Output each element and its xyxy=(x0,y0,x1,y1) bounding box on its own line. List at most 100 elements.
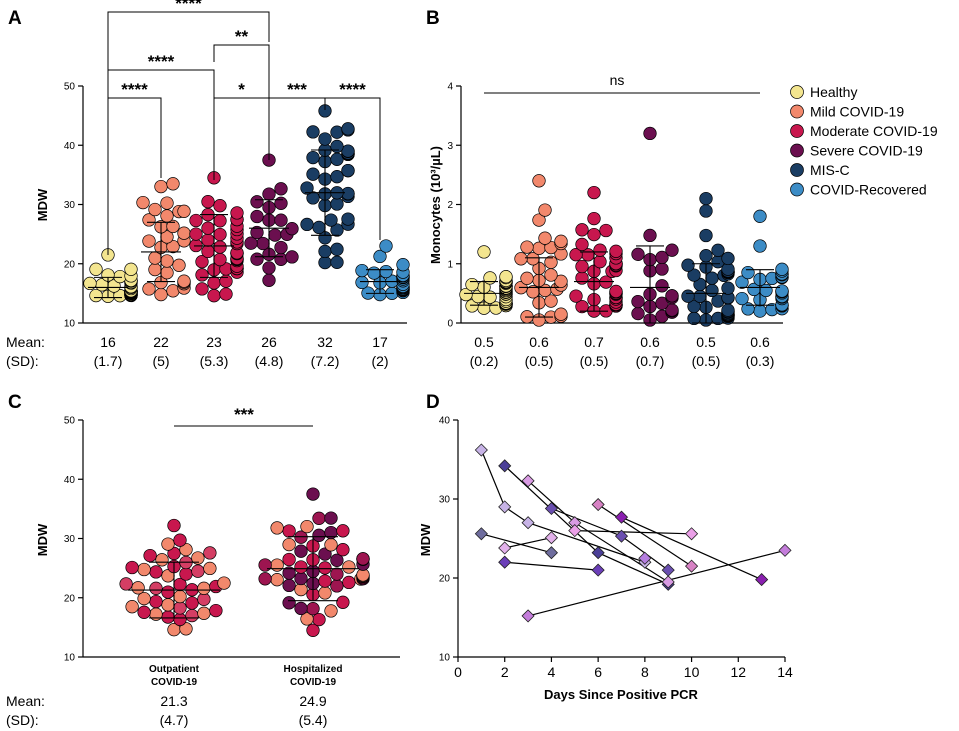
panel-c-point xyxy=(282,566,296,580)
panel-c-point xyxy=(217,576,231,590)
panel-b-point xyxy=(465,299,479,313)
panel-b-point xyxy=(753,304,767,318)
panel-b-ylabel: Monocytes (10³/µL) xyxy=(428,146,443,264)
panel-c-y-tick-label: 30 xyxy=(64,534,76,545)
panel-d-point xyxy=(521,609,535,623)
panel-b-point xyxy=(575,259,589,274)
panel-b-point xyxy=(753,209,767,223)
panel-d-series-line xyxy=(481,533,552,554)
panel-b-point xyxy=(599,223,613,238)
panel-d-ylabel: MDW xyxy=(418,523,433,556)
panel-b-point xyxy=(759,283,773,298)
panel-a-ylabel: MDW xyxy=(35,188,50,221)
panel-b-point xyxy=(499,270,513,284)
panel-b-point xyxy=(569,289,583,303)
panel-c-point xyxy=(270,521,284,535)
panel-b-point xyxy=(681,289,695,303)
panel-d-series-line xyxy=(504,537,552,549)
panel-a-point xyxy=(142,213,156,227)
panel-d-point xyxy=(498,555,512,569)
panel-a-point xyxy=(230,206,244,220)
panel-d-point xyxy=(498,541,512,555)
panel-d-xlabel: Days Since Positive PCR xyxy=(544,687,699,702)
panel-b-point xyxy=(554,274,568,288)
panel-a-point xyxy=(306,191,320,205)
panel-c-sd-label: (SD): xyxy=(6,712,39,728)
panel-d-point xyxy=(474,527,488,541)
panel-d-series-line xyxy=(597,503,692,567)
panel-a-point xyxy=(330,255,344,269)
panel-c-point xyxy=(143,548,157,563)
panel-c-mean-value: 24.9 xyxy=(299,693,326,709)
panel-c-point xyxy=(203,546,217,560)
panel-d-point xyxy=(521,516,535,530)
panel-b-point xyxy=(721,281,735,295)
panel-b-point xyxy=(599,275,613,289)
panel-c-point xyxy=(161,585,175,599)
panel-b-point xyxy=(593,255,607,269)
panel-c-category-label: Outpatient xyxy=(149,664,200,675)
panel-c-point xyxy=(191,551,205,565)
panel-c-point xyxy=(185,596,199,610)
panel-d-point xyxy=(614,510,629,524)
panel-d-point xyxy=(544,531,558,545)
panel-a-sd-value: (7.2) xyxy=(311,353,340,369)
panel-c-point xyxy=(312,511,326,525)
panel-b-point xyxy=(465,277,479,292)
panel-a-point xyxy=(207,289,221,303)
panel-b-mean-value: 0.5 xyxy=(696,334,716,350)
panel-b-point xyxy=(655,262,669,276)
panel-a-point xyxy=(300,217,314,232)
panel-b-ns-label: ns xyxy=(610,72,625,88)
panel-a-point xyxy=(166,239,180,254)
panel-d-y-tick-label: 10 xyxy=(439,653,451,664)
panel-d-point xyxy=(498,459,512,473)
panel-b-point xyxy=(693,289,707,303)
panel-d-point xyxy=(474,443,488,457)
panel-b-sd-value: (0.3) xyxy=(746,353,775,369)
panel-b-point xyxy=(775,262,789,276)
panel-a-point xyxy=(306,150,320,165)
panel-a-point xyxy=(379,239,393,253)
panel-a-point xyxy=(142,282,156,296)
panel-b-point xyxy=(575,299,589,314)
panel-d-y-tick-label: 40 xyxy=(439,416,451,427)
panel-a-mean-value: 32 xyxy=(317,334,333,350)
panel-a-point xyxy=(166,284,180,298)
panel-b-point xyxy=(544,294,558,308)
panel-c-point xyxy=(294,571,308,586)
panel-c-significance: *** xyxy=(234,405,254,424)
panel-c-point xyxy=(161,537,175,551)
panel-a-point xyxy=(274,240,288,255)
panel-c-point xyxy=(131,581,145,595)
panel-b-point xyxy=(554,234,568,248)
panel-b-point xyxy=(687,299,701,314)
panel-d-point xyxy=(685,559,699,573)
panel-a-point xyxy=(312,220,326,235)
panel-c-point xyxy=(282,596,296,610)
panel-b-point xyxy=(538,231,552,245)
panel-a-point xyxy=(177,204,191,218)
panel-a-mean-value: 17 xyxy=(372,334,388,350)
legend-marker xyxy=(790,182,804,197)
panel-b-point xyxy=(735,291,749,306)
panel-c-category-label: COVID-19 xyxy=(151,677,198,688)
panel-a-sd-value: (5) xyxy=(152,353,169,369)
panel-a-point xyxy=(355,263,369,278)
panel-a-significance-label: **** xyxy=(148,52,175,71)
panel-d-point xyxy=(544,501,558,516)
panel-c-point xyxy=(312,612,326,627)
panel-b-point xyxy=(587,185,601,200)
panel-b-point xyxy=(609,284,623,299)
panel-c-point xyxy=(300,519,314,534)
panel-b-chart: Monocytes (10³/µL) ns 0 1 2 3 4 0.5 (0.2) 0.6 (0… xyxy=(428,72,789,369)
panel-d-point xyxy=(755,573,769,587)
panel-c-point xyxy=(149,607,163,621)
panel-b-point xyxy=(477,245,491,259)
panel-b-point xyxy=(569,248,583,262)
panel-b-point xyxy=(655,296,669,310)
panel-c-point xyxy=(197,581,211,595)
panel-a-point xyxy=(306,167,320,181)
panel-d-y-tick-label: 20 xyxy=(439,574,451,585)
